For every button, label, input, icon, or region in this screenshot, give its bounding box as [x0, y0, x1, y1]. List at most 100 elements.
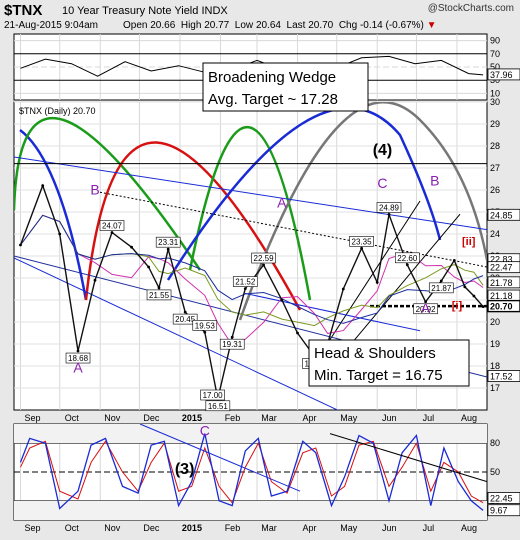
- price-label: 24.07: [102, 221, 123, 230]
- wave-label: (4): [373, 142, 393, 159]
- price-point: [463, 285, 467, 289]
- price-point: [183, 310, 187, 314]
- x-tick-label: 2015: [182, 413, 202, 423]
- upper-last-value-label: 37.96: [490, 70, 513, 80]
- price-point: [41, 184, 45, 188]
- right-axis-label: 22.47: [490, 263, 513, 273]
- brand-watermark: @StockCharts.com: [427, 3, 514, 14]
- x-tick-label: Oct: [65, 523, 80, 533]
- right-axis-label: 21.78: [490, 278, 513, 288]
- price-y-tick: 19: [490, 339, 500, 349]
- broadening-wedge-title: Broadening Wedge: [208, 69, 336, 86]
- trendline-neck: [244, 292, 421, 332]
- price-label-box: [413, 303, 438, 315]
- price-label: 19.53: [195, 321, 216, 330]
- price-label-box: [192, 320, 218, 331]
- oscillator-y-tick: 50: [490, 467, 500, 477]
- price-point: [280, 298, 284, 302]
- oscillator-last-value-label: 22.45: [490, 493, 513, 503]
- price-label: 21.55: [149, 291, 170, 300]
- wave-label: B: [430, 173, 439, 189]
- price-point: [130, 245, 134, 249]
- price-y-tick: 30: [490, 97, 500, 107]
- x-tick-label: Feb: [225, 413, 241, 423]
- channel-line-2: [339, 213, 461, 358]
- x-tick-label: May: [340, 413, 358, 423]
- oscillator-main-line: [19, 433, 484, 511]
- price-point: [166, 247, 170, 251]
- price-point: [93, 278, 97, 282]
- price-label-box: [200, 389, 225, 401]
- price-y-tick: 28: [490, 141, 500, 151]
- wave-label: B: [90, 181, 99, 197]
- oscillator-wave-label: C: [200, 423, 210, 439]
- last-value: 20.70: [308, 20, 334, 31]
- oversold-zone: [14, 500, 487, 520]
- price-label: 21.52: [235, 278, 256, 287]
- oscillator-trendline-2: [329, 433, 488, 483]
- price-label: 19.31: [222, 340, 243, 349]
- price-y-tick: 17: [490, 383, 500, 393]
- price-label-box: [172, 313, 198, 325]
- price-point: [147, 265, 151, 269]
- upper-y-tick: 10: [490, 88, 500, 98]
- price-label: 20.92: [416, 305, 437, 314]
- price-y-tick: 29: [490, 119, 500, 129]
- price-label-box: [219, 338, 245, 350]
- price-point: [76, 349, 80, 353]
- high-value: 20.77: [204, 20, 230, 31]
- price-point: [424, 300, 427, 304]
- price-y-tick: 27: [490, 163, 500, 173]
- price-label-box: [232, 276, 258, 287]
- price-point: [452, 259, 456, 262]
- price-label-box: [376, 202, 402, 213]
- x-tick-label: Jul: [423, 413, 435, 423]
- right-axis-label-box: [487, 370, 520, 382]
- right-axis-label: 22.83: [490, 255, 513, 265]
- x-tick-label: Apr: [303, 523, 317, 533]
- title-text: 10 Year Treasury Note Yield: [62, 5, 199, 17]
- wave-label: C: [377, 175, 387, 191]
- price-label-box: [99, 220, 125, 231]
- price-label: 24.89: [379, 203, 400, 212]
- trendline-upper: [14, 156, 487, 231]
- price-point: [405, 263, 409, 267]
- price-point: [387, 213, 391, 216]
- upper-indicator-line: [20, 55, 484, 77]
- x-tick-label: Sep: [25, 413, 41, 423]
- price-point: [58, 232, 62, 236]
- blue-cycle-arc-right: [166, 106, 442, 281]
- right-axis-label-box: [487, 276, 520, 289]
- open-label: Open: [123, 20, 148, 31]
- wave-label: [i]: [452, 300, 463, 312]
- price-point: [262, 263, 265, 267]
- x-tick-label: Sep: [25, 523, 41, 533]
- x-tick-label: Oct: [65, 413, 80, 423]
- low-value: 20.64: [255, 20, 281, 31]
- x-tick-label: Nov: [104, 413, 121, 423]
- x-tick-label: Mar: [261, 413, 277, 423]
- oscillator-last-value-label: 9.67: [490, 506, 508, 516]
- price-point: [110, 231, 114, 234]
- oscillator-trendline: [139, 423, 301, 492]
- right-axis-label: 20.70: [490, 302, 513, 312]
- price-label: 23.31: [158, 238, 179, 247]
- x-tick-label: Dec: [143, 523, 160, 533]
- x-tick-label: Feb: [225, 523, 241, 533]
- x-tick-label: Mar: [261, 523, 277, 533]
- x-tick-label: May: [340, 523, 358, 533]
- oscillator-last-value-box: [487, 492, 520, 504]
- chart-title: 10 Year Treasury Note Yield INDX: [62, 5, 228, 17]
- x-tick-label: Aug: [461, 523, 477, 533]
- x-tick-label: 2015: [182, 523, 202, 533]
- price-label-box: [251, 252, 276, 264]
- price-point: [439, 279, 443, 283]
- price-label: 23.35: [352, 237, 373, 246]
- oscillator-signal-line: [20, 440, 484, 504]
- right-axis-label: 17.52: [490, 372, 513, 382]
- ticker-symbol: $TNX: [4, 2, 43, 19]
- price-point: [19, 243, 22, 247]
- chg-label: Chg: [338, 20, 358, 31]
- price-point: [203, 330, 207, 334]
- price-label-box: [65, 352, 91, 364]
